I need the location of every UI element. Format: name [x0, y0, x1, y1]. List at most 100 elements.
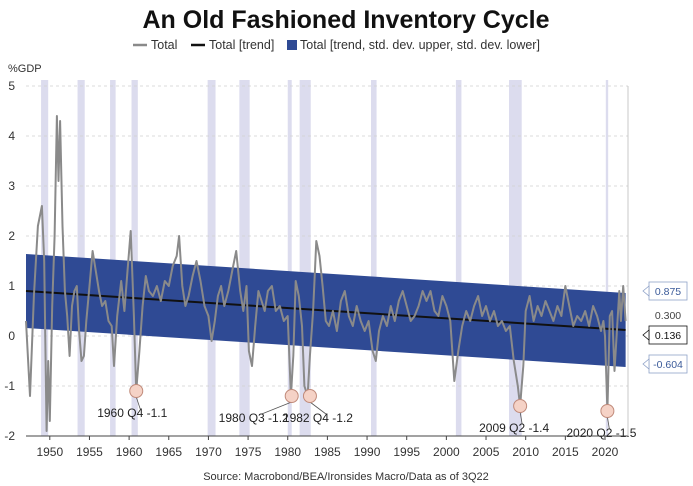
total-point-41 [138, 350, 140, 352]
total-point-92 [312, 310, 314, 312]
total-point-177 [622, 285, 624, 287]
total-point-37 [126, 270, 128, 272]
total-point-154 [548, 310, 550, 312]
total-point-115 [398, 300, 400, 302]
total-point-176 [620, 320, 622, 322]
total-point-56 [191, 275, 193, 277]
total-point-66 [227, 290, 229, 292]
recession-bar-11 [605, 80, 609, 436]
total-point-122 [425, 300, 427, 302]
total-point-89 [303, 385, 305, 387]
annotation-leader-4 [606, 416, 610, 430]
total-point-156 [556, 305, 558, 307]
total-point-76 [260, 300, 262, 302]
total-point-34 [116, 315, 118, 317]
total-point-31 [107, 320, 109, 322]
total-point-147 [522, 365, 524, 367]
x-tick-labels: 1950 1955 1960 1965 1970 1975 1980 1985 1990 1995… [36, 436, 619, 459]
total-point-141 [501, 320, 503, 322]
total-point-4 [41, 205, 43, 207]
total-point-133 [469, 320, 471, 322]
total-point-70 [242, 310, 244, 312]
total-point-152 [540, 315, 542, 317]
total-point-80 [275, 310, 277, 312]
total-point-165 [592, 305, 594, 307]
trough-marker-1 [284, 389, 299, 403]
total-point-79 [271, 285, 273, 287]
total-point-33 [113, 365, 115, 367]
total-point-143 [509, 325, 511, 327]
total-point-113 [390, 305, 392, 307]
total-point-134 [473, 305, 475, 307]
total-point-128 [449, 320, 451, 322]
y-tick-5: 5 [8, 79, 15, 93]
total-point-0 [25, 320, 27, 322]
legend: Total Total [trend] Total [trend, std. d… [133, 38, 540, 52]
total-point-16 [66, 315, 68, 317]
total-point-64 [220, 285, 222, 287]
total-point-47 [160, 300, 162, 302]
total-point-32 [110, 325, 112, 327]
y-tick-labels: -2 -1 0 1 2 3 4 5 [4, 79, 15, 443]
total-point-127 [445, 305, 447, 307]
total-point-87 [298, 295, 300, 297]
total-point-97 [328, 325, 330, 327]
y-tick-0: 0 [8, 329, 15, 343]
total-point-88 [301, 325, 303, 327]
total-point-27 [95, 270, 97, 272]
total-point-57 [195, 260, 197, 262]
y-tick-1: 1 [8, 279, 15, 293]
total-point-144 [513, 360, 515, 362]
total-point-9 [51, 305, 53, 307]
total-point-172 [611, 310, 613, 312]
total-point-132 [465, 310, 467, 312]
total-point-67 [231, 270, 233, 272]
total-point-83 [287, 315, 289, 317]
total-point-145 [517, 385, 519, 387]
total-point-96 [325, 320, 327, 322]
total-point-163 [584, 310, 586, 312]
total-point-117 [406, 305, 408, 307]
end-tag-pointer-0 [642, 285, 650, 297]
total-point-124 [433, 310, 435, 312]
total-point-142 [505, 330, 507, 332]
total-point-171 [609, 315, 611, 317]
total-point-73 [251, 365, 253, 367]
total-point-30 [104, 300, 106, 302]
total-point-119 [413, 315, 415, 317]
total-point-74 [254, 325, 256, 327]
total-point-13 [59, 120, 61, 122]
trough-marker-4 [600, 404, 615, 418]
total-point-151 [536, 305, 538, 307]
total-point-101 [344, 290, 346, 292]
total-point-77 [264, 310, 266, 312]
x-tick-2005: 2005 [473, 445, 500, 459]
total-point-2 [33, 295, 35, 297]
total-point-38 [129, 230, 131, 232]
total-point-72 [248, 350, 250, 352]
y-axis-unit: %GDP [8, 63, 42, 75]
total-point-168 [602, 320, 604, 322]
recession-bar-4 [207, 80, 216, 436]
total-point-139 [493, 310, 495, 312]
total-point-129 [453, 380, 455, 382]
total-point-173 [613, 370, 615, 372]
total-point-107 [367, 320, 369, 322]
total-point-18 [71, 305, 73, 307]
total-point-112 [386, 325, 388, 327]
total-point-14 [61, 225, 63, 227]
x-tick-1960: 1960 [116, 445, 143, 459]
total-point-44 [148, 290, 150, 292]
x-tick-1950: 1950 [36, 445, 63, 459]
total-point-103 [352, 325, 354, 327]
total-point-7 [47, 360, 49, 362]
total-point-130 [457, 350, 459, 352]
total-point-62 [214, 320, 216, 322]
total-point-60 [207, 315, 209, 317]
y-tick-3: 3 [8, 179, 15, 193]
total-point-169 [604, 335, 606, 337]
x-tick-1985: 1985 [314, 445, 341, 459]
total-point-25 [88, 285, 90, 287]
total-point-109 [375, 360, 377, 362]
